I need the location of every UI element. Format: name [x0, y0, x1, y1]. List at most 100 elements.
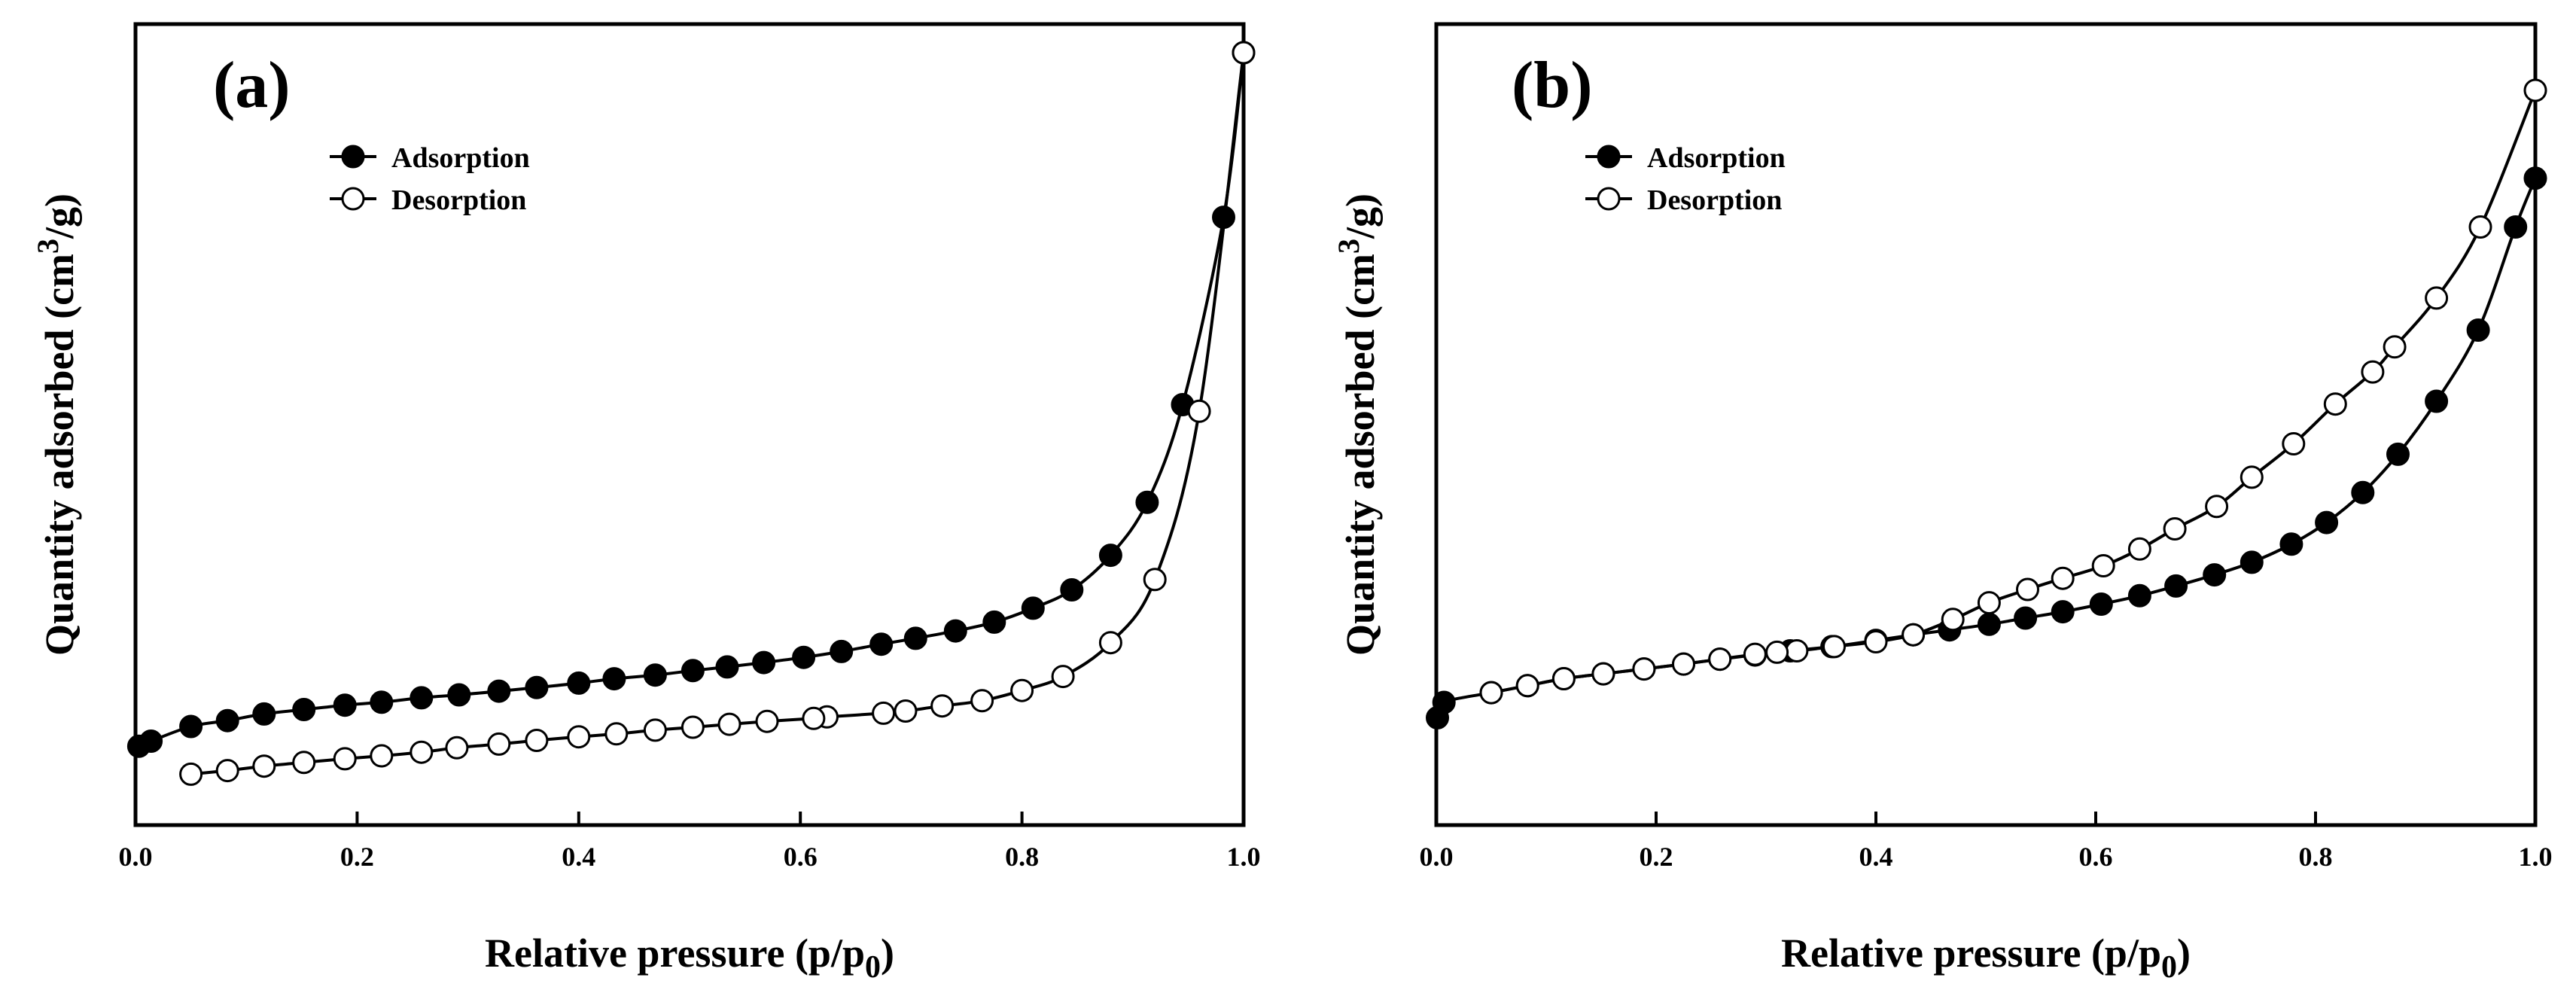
x-tick-label: 0.4 — [562, 842, 595, 872]
adsorption-point — [487, 679, 511, 703]
desorption-point — [2383, 335, 2407, 359]
adsorption-line — [138, 52, 1245, 748]
desorption-point — [755, 709, 779, 733]
adsorption-point — [292, 698, 316, 721]
desorption-point — [930, 694, 955, 718]
legend-label-desorption: Desorption — [391, 184, 526, 216]
desorption-point — [1232, 41, 1256, 65]
legend-marker-adsorption — [341, 145, 365, 169]
adsorption-point — [2315, 510, 2339, 535]
x-tick-label: 0.2 — [340, 842, 374, 872]
desorption-point — [252, 754, 276, 778]
x-axis-title: Relative pressure (p/p0) — [485, 930, 894, 985]
adsorption-point — [1098, 544, 1122, 568]
desorption-point — [410, 740, 434, 764]
adsorption-point — [2014, 606, 2038, 630]
desorption-point — [1010, 678, 1034, 702]
legend-marker-desorption — [1597, 187, 1621, 211]
adsorption-point — [1212, 206, 1235, 230]
x-tick-label: 0.2 — [1640, 842, 1673, 872]
adsorption-point — [2425, 389, 2449, 413]
x-axis-title-main: Relative pressure (p/p — [485, 930, 865, 976]
x-axis-title-close: ) — [881, 930, 894, 976]
adsorption-point — [2466, 318, 2490, 342]
panel-b: (b) 0.0 0.2 0.4 0.6 0.8 1.0 Adsorption Desorp… — [1332, 22, 2553, 985]
panel-label-a: (a) — [213, 49, 291, 122]
adsorption-point — [869, 632, 894, 656]
desorption-point — [292, 751, 316, 775]
y-axis-title: Quantity adsorbed (cm3/g) — [31, 193, 82, 656]
desorption-point — [1902, 623, 1926, 647]
desorption-point — [2468, 215, 2492, 239]
x-ticks: 0.0 0.2 0.4 0.6 0.8 1.0 — [1420, 812, 2553, 872]
legend-label-desorption: Desorption — [1647, 184, 1782, 216]
desorption-point — [2016, 577, 2039, 602]
desorption-point — [2205, 495, 2229, 519]
y-axis-title: Quantity adsorbed (cm3/g) — [1332, 193, 1383, 656]
adsorption-point — [602, 667, 626, 691]
desorption-point — [1743, 642, 1767, 666]
desorption-point — [1143, 568, 1167, 592]
adsorption-point — [333, 693, 357, 717]
desorption-point — [1977, 591, 2001, 615]
x-tick-label: 0.0 — [119, 842, 153, 872]
adsorption-line — [1436, 177, 2537, 719]
desorption-point — [2051, 566, 2075, 590]
adsorption-point — [1021, 596, 1045, 620]
desorption-point — [2163, 517, 2187, 541]
data-markers — [1426, 78, 2547, 729]
y-axis-title-superscript: 3 — [1332, 239, 1366, 254]
desorption-point — [802, 706, 826, 730]
legend-label-adsorption: Adsorption — [391, 142, 530, 174]
desorption-point — [2127, 537, 2151, 561]
panel-a: (a) 0.0 0.2 0.4 0.6 0.8 1.0 Adsorption Desorp… — [31, 22, 1261, 985]
desorption-point — [2523, 78, 2547, 102]
x-tick-label: 1.0 — [2519, 842, 2553, 872]
x-tick-label: 0.6 — [784, 842, 818, 872]
desorption-point — [445, 736, 469, 760]
desorption-point — [1708, 647, 1732, 672]
legend-marker-adsorption — [1597, 145, 1621, 169]
desorption-point — [1632, 657, 1656, 681]
desorption-point — [333, 747, 357, 771]
adsorption-point — [410, 686, 434, 710]
adsorption-point — [370, 690, 394, 714]
adsorption-point — [139, 729, 163, 753]
adsorption-point — [715, 655, 739, 679]
desorption-point — [604, 722, 629, 746]
adsorption-point — [2089, 592, 2113, 616]
adsorption-point — [252, 702, 276, 726]
adsorption-point — [2523, 166, 2547, 190]
desorption-point — [872, 701, 896, 725]
desorption-point — [370, 744, 394, 768]
adsorption-point — [2240, 550, 2264, 574]
adsorption-point — [2051, 600, 2075, 624]
adsorption-point — [943, 619, 967, 643]
y-axis-title-end: /g) — [1338, 193, 1383, 239]
legend-marker-desorption — [341, 187, 365, 211]
desorption-point — [894, 699, 918, 723]
adsorption-point — [447, 683, 471, 707]
desorption-point — [215, 759, 239, 783]
legend: Adsorption Desorption — [1585, 142, 1786, 216]
x-tick-label: 0.6 — [2079, 842, 2113, 872]
x-tick-label: 0.8 — [1005, 842, 1039, 872]
adsorption-point — [2127, 583, 2151, 608]
adsorption-point — [1060, 578, 1084, 602]
desorption-point — [2323, 392, 2347, 416]
x-axis-title-subscript: 0 — [2161, 950, 2177, 985]
desorption-point — [1551, 667, 1576, 690]
adsorption-point — [525, 675, 549, 699]
desorption-point — [2091, 554, 2115, 577]
y-axis-title-main: Quantity adsorbed (cm — [37, 254, 82, 656]
adsorption-point — [830, 639, 854, 663]
y-axis-title-superscript: 3 — [31, 239, 65, 254]
desorption-point — [1479, 681, 1503, 705]
desorption-point — [1187, 399, 1211, 423]
adsorption-point — [982, 610, 1006, 634]
desorption-point — [1785, 639, 1809, 662]
desorption-point — [1941, 608, 1965, 632]
adsorption-point — [903, 626, 927, 650]
desorption-point — [179, 762, 203, 786]
